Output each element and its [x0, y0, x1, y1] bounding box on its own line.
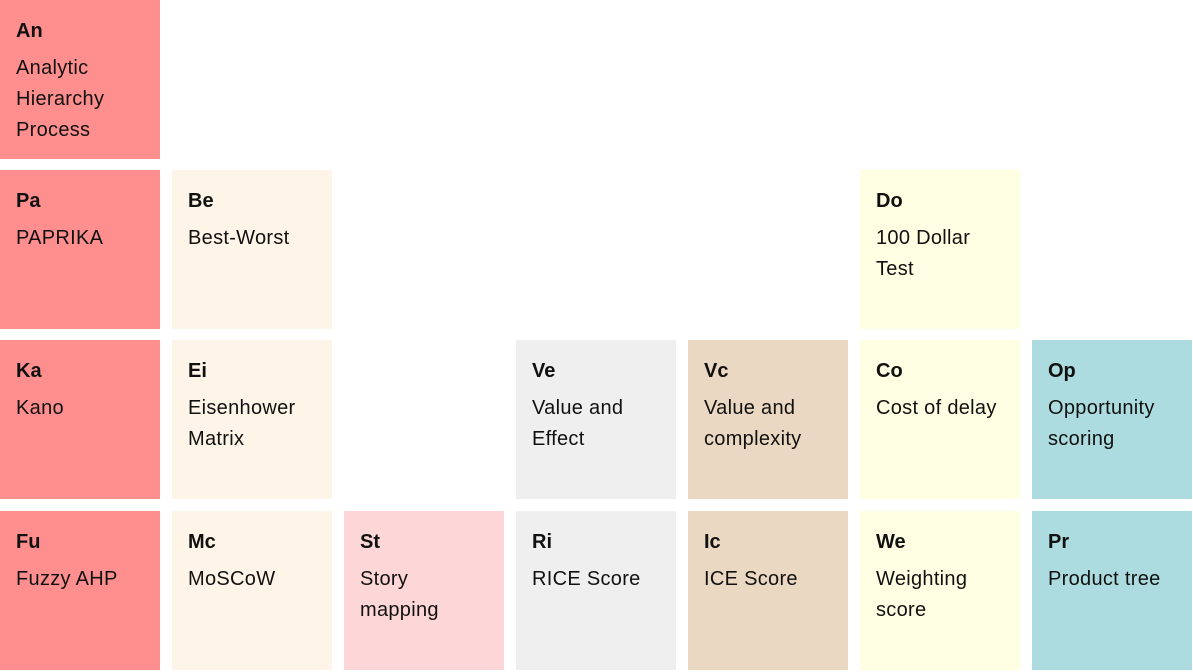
tile-name: Best-Worst [188, 227, 290, 249]
tile-name: Kano [16, 397, 64, 419]
method-tile: An Analytic Hierarchy Process [0, 0, 160, 159]
method-tile: Ve Value and Effect [516, 340, 676, 499]
tile-name: Opportunity scoring [1048, 397, 1155, 450]
tile-name: Cost of delay [876, 397, 997, 419]
tile-name: Value and complexity [704, 397, 802, 450]
tile-name: 100 Dollar Test [876, 227, 971, 280]
tile-name: Analytic Hierarchy Process [16, 57, 105, 141]
tile-abbreviation: Ic [704, 531, 721, 553]
tile-name: PAPRIKA [16, 227, 104, 249]
tile-abbreviation: Ve [532, 360, 556, 382]
tile-abbreviation: Ka [16, 360, 42, 382]
tile-abbreviation: Op [1048, 360, 1076, 382]
tile-abbreviation: An [16, 20, 43, 42]
tile-name: RICE Score [532, 568, 641, 590]
tile-name: Eisenhower Matrix [188, 397, 296, 450]
tile-abbreviation: St [360, 531, 380, 553]
tile-name: ICE Score [704, 568, 798, 590]
method-tile: Pr Product tree [1032, 511, 1192, 670]
method-tile: We Weighting score [860, 511, 1020, 670]
tile-abbreviation: Pa [16, 190, 41, 212]
tile-name: Story mapping [360, 568, 439, 621]
tile-abbreviation: Do [876, 190, 903, 212]
method-tile: Fu Fuzzy AHP [0, 511, 160, 670]
tile-name: MoSCoW [188, 568, 276, 590]
method-tile: Be Best-Worst [172, 170, 332, 329]
tile-abbreviation: Mc [188, 531, 216, 553]
tile-name: Product tree [1048, 568, 1161, 590]
tile-abbreviation: We [876, 531, 906, 553]
method-tile: Pa PAPRIKA [0, 170, 160, 329]
method-tile: Ka Kano [0, 340, 160, 499]
method-tile: Op Opportunity scoring [1032, 340, 1192, 499]
tile-name: Weighting score [876, 568, 968, 621]
tile-abbreviation: Ri [532, 531, 552, 553]
method-tile: Ic ICE Score [688, 511, 848, 670]
tile-abbreviation: Ei [188, 360, 207, 382]
method-tile: Ri RICE Score [516, 511, 676, 670]
method-tile: Mc MoSCoW [172, 511, 332, 670]
method-tile: Do 100 Dollar Test [860, 170, 1020, 329]
tile-abbreviation: Fu [16, 531, 41, 553]
tile-abbreviation: Be [188, 190, 214, 212]
tile-abbreviation: Pr [1048, 531, 1070, 553]
method-tile: Vc Value and complexity [688, 340, 848, 499]
tile-abbreviation: Co [876, 360, 903, 382]
tile-name: Fuzzy AHP [16, 568, 118, 590]
method-tile: St Story mapping [344, 511, 504, 670]
method-tile: Co Cost of delay [860, 340, 1020, 499]
tile-abbreviation: Vc [704, 360, 729, 382]
method-tile: Ei Eisenhower Matrix [172, 340, 332, 499]
tile-name: Value and Effect [532, 397, 624, 450]
